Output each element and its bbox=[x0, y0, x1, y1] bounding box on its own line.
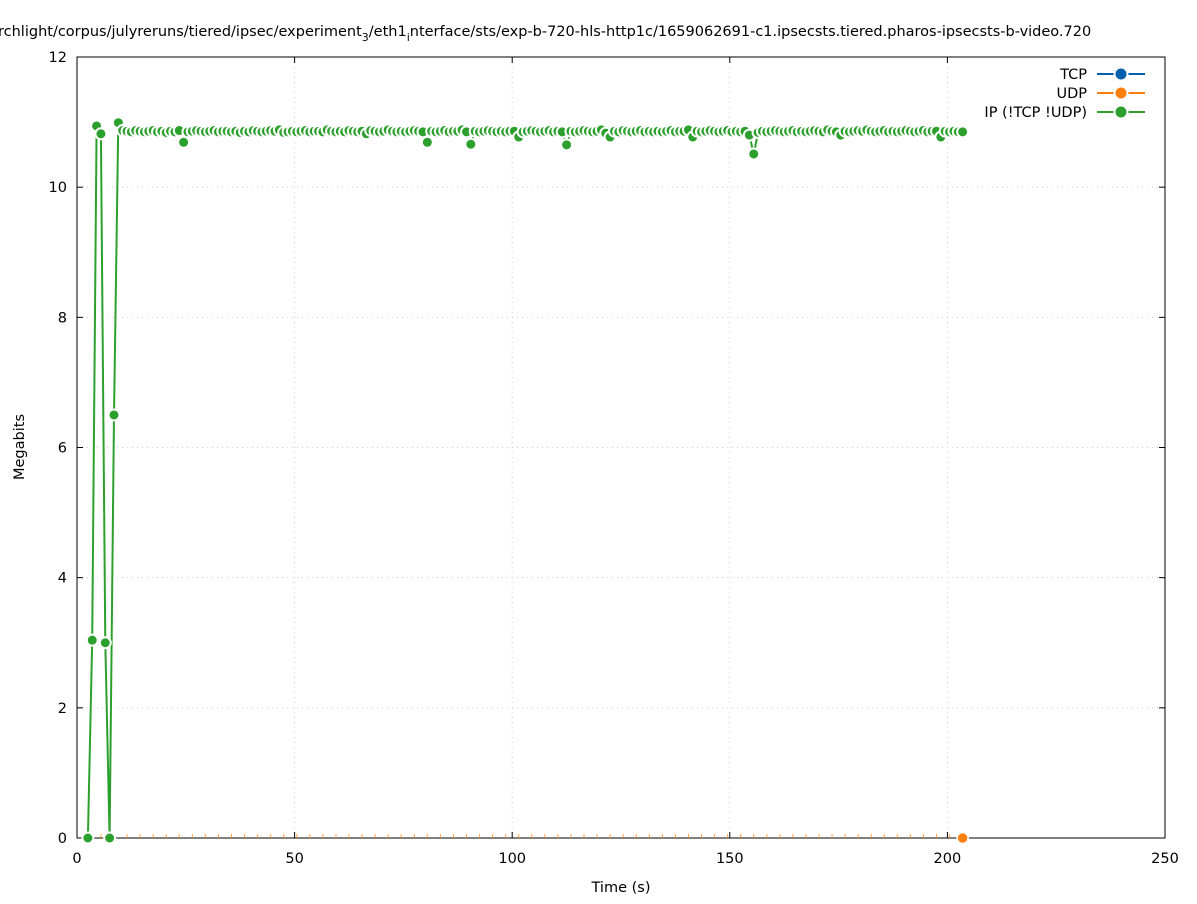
x-tick-label: 150 bbox=[716, 851, 744, 867]
ip-point bbox=[747, 147, 761, 161]
ip-point bbox=[98, 636, 112, 650]
legend-label: TCP bbox=[1059, 67, 1087, 83]
ip-point bbox=[103, 831, 117, 845]
series-ip bbox=[81, 113, 970, 845]
y-tick-label: 8 bbox=[58, 310, 67, 326]
ip-point bbox=[956, 125, 970, 139]
ticks: 0 50 100 150 200 250 0 2 4 6 8 10 12 bbox=[49, 50, 1179, 867]
legend-marker bbox=[1113, 85, 1129, 101]
y-axis-label: Megabits bbox=[12, 414, 28, 480]
legend-item: IP (!TCP !UDP) bbox=[984, 104, 1145, 121]
legend-label: UDP bbox=[1056, 86, 1087, 102]
chart-title: rchlight/corpus/julyreruns/tiered/ipsec/… bbox=[0, 24, 1091, 44]
ip-line-halo bbox=[85, 113, 963, 839]
series-layer bbox=[81, 113, 970, 845]
x-tick-label: 0 bbox=[72, 851, 81, 867]
ip-point bbox=[464, 137, 478, 151]
legend: TCP UDP IP (!TCP !UDP) bbox=[984, 66, 1145, 121]
ip-point bbox=[420, 135, 434, 149]
y-tick-label: 4 bbox=[58, 571, 67, 587]
title-part: rchlight/corpus/julyreruns/tiered/ipsec/… bbox=[0, 24, 362, 40]
x-tick-label: 100 bbox=[498, 851, 526, 867]
title-subscript: 3 bbox=[362, 31, 369, 44]
series-udp bbox=[87, 831, 969, 845]
x-tick-label: 250 bbox=[1151, 851, 1179, 867]
ip-point bbox=[81, 831, 95, 845]
x-axis-label: Time (s) bbox=[591, 880, 651, 896]
y-tick-label: 6 bbox=[58, 441, 67, 457]
ip-point bbox=[560, 138, 574, 152]
ip-line bbox=[86, 118, 963, 839]
title-part: nterface/sts/exp-b-720-hls-http1c/165906… bbox=[410, 24, 1091, 40]
plot-border bbox=[76, 56, 1166, 839]
y-tick-label: 10 bbox=[49, 180, 67, 196]
legend-marker bbox=[1113, 66, 1129, 82]
legend-item: UDP bbox=[1056, 85, 1145, 102]
title-part: /eth1 bbox=[369, 24, 407, 40]
ip-point bbox=[107, 408, 121, 422]
udp-point bbox=[956, 831, 969, 845]
legend-item: TCP bbox=[1059, 66, 1145, 83]
x-tick-label: 50 bbox=[285, 851, 303, 867]
y-tick-label: 12 bbox=[49, 50, 67, 66]
y-tick-label: 2 bbox=[58, 701, 67, 717]
title-subscript: i bbox=[407, 31, 410, 44]
legend-marker bbox=[1113, 104, 1129, 120]
grid bbox=[77, 57, 1165, 838]
ip-point bbox=[177, 135, 191, 149]
y-tick-label: 0 bbox=[58, 831, 67, 847]
x-tick-label: 200 bbox=[934, 851, 962, 867]
ip-point bbox=[94, 127, 108, 141]
legend-label: IP (!TCP !UDP) bbox=[984, 105, 1087, 121]
ip-point bbox=[85, 633, 99, 647]
